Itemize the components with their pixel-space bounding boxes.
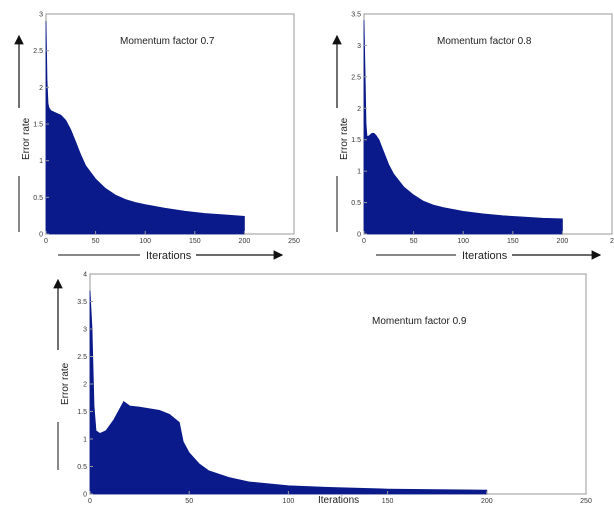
x-tick-label: 200: [481, 498, 493, 505]
y-tick-label: 1.5: [77, 409, 87, 416]
x-tick-label: 2: [610, 238, 614, 245]
y-tick-label: 0.5: [33, 195, 43, 202]
y-axis-label: Error rate: [21, 117, 32, 160]
y-axis-label: Error rate: [339, 117, 350, 160]
x-axis-label: Iterations: [462, 250, 508, 262]
y-tick-label: 3: [39, 12, 43, 19]
x-tick-label: 0: [88, 498, 92, 505]
y-axis-label: Error rate: [60, 362, 71, 405]
y-tick-label: 2: [39, 85, 43, 92]
x-tick-label: 150: [382, 498, 394, 505]
y-tick-label: 0.5: [77, 464, 87, 471]
y-tick-label: 1: [83, 437, 87, 444]
x-tick-label: 150: [507, 238, 519, 245]
x-tick-label: 250: [580, 498, 592, 505]
x-tick-label: 50: [185, 498, 193, 505]
y-tick-label: 3.5: [77, 299, 87, 306]
y-tick-label: 0: [39, 232, 43, 239]
y-tick-label: 1.5: [33, 122, 43, 129]
y-tick-label: 4: [83, 272, 87, 279]
error-rate-area: [45, 21, 245, 235]
chart-title: Momentum factor 0.9: [372, 316, 467, 327]
chart-title: Momentum factor 0.8: [437, 36, 532, 47]
chart-momentum-0-9: 0 50 100 150 200 250 0 0.5 1 1.5 2 2.5 3 3.5 4: [77, 272, 592, 506]
x-tick-label: 200: [239, 238, 251, 245]
chart-momentum-0-8: 0 50 100 150 200 2 0 0.5 1 1.5 2 2.5 3 3.5: [351, 12, 614, 246]
error-rate-area: [89, 290, 488, 495]
y-tick-label: 3: [357, 43, 361, 50]
x-tick-label: 100: [139, 238, 151, 245]
y-tick-label: 0: [357, 232, 361, 239]
y-tick-label: 3.5: [351, 12, 361, 19]
x-tick-label: 50: [410, 238, 418, 245]
y-tick-label: 2: [357, 106, 361, 113]
error-rate-area: [363, 20, 563, 235]
y-tick-label: 1: [39, 158, 43, 165]
y-tick-label: 2.5: [77, 354, 87, 361]
x-tick-label: 200: [557, 238, 569, 245]
y-tick-label: 3: [83, 327, 87, 334]
x-tick-label: 0: [362, 238, 366, 245]
y-tick-label: 0: [83, 492, 87, 499]
x-tick-label: 250: [288, 238, 300, 245]
x-axis-label: Iterations: [318, 495, 359, 506]
x-tick-label: 50: [92, 238, 100, 245]
y-tick-label: 2: [83, 382, 87, 389]
x-axis-label: Iterations: [146, 250, 192, 262]
y-tick-label: 2.5: [33, 48, 43, 55]
y-tick-label: 1.5: [351, 137, 361, 144]
chart-title: Momentum factor 0.7: [120, 36, 215, 47]
x-tick-label: 100: [457, 238, 469, 245]
chart-momentum-0-7: 0 50 100 150 200 250 0 0.5 1 1.5 2 2.5 3: [33, 12, 300, 246]
x-tick-label: 100: [283, 498, 295, 505]
y-tick-label: 0.5: [351, 200, 361, 207]
y-tick-label: 2.5: [351, 74, 361, 81]
x-tick-label: 0: [44, 238, 48, 245]
x-tick-label: 150: [189, 238, 201, 245]
y-tick-label: 1: [357, 169, 361, 176]
